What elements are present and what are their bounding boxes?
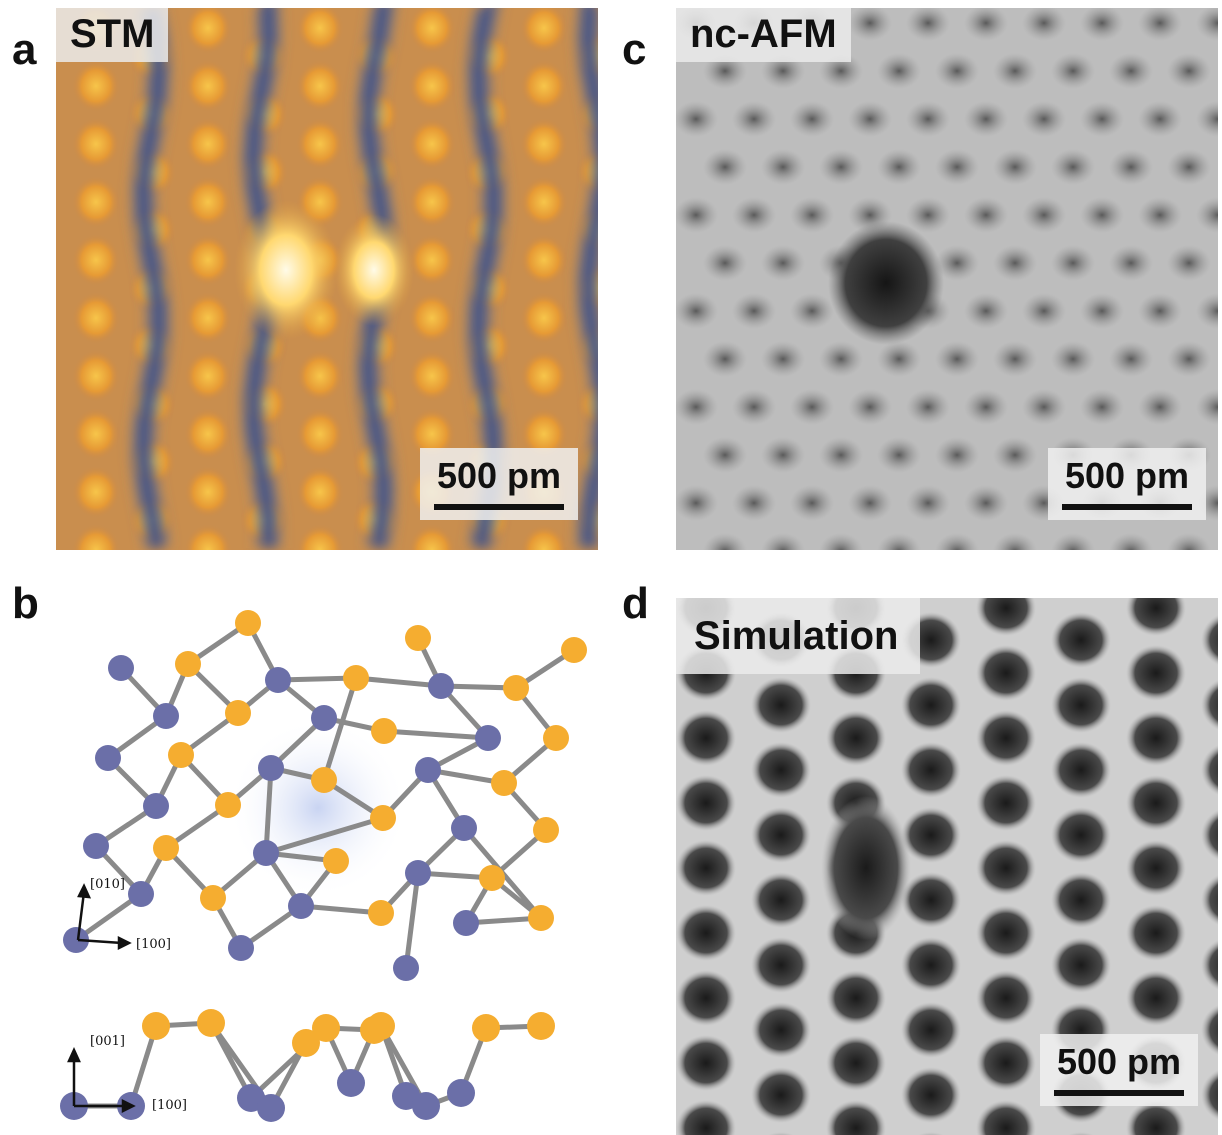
stm-scale-bar: 500 pm (420, 448, 578, 520)
panel-letter-d: d (622, 579, 649, 628)
simulation-image-panel: Simulation 500 pm (676, 598, 1218, 1135)
afm-scale-line (1062, 504, 1192, 510)
simulation-scale-line (1054, 1090, 1184, 1096)
side-axis-vertical-label: [001] (90, 1034, 125, 1049)
stm-scale-label: 500 pm (436, 455, 562, 496)
afm-label: nc-AFM (676, 8, 851, 62)
side-axis-horizontal-label: [100] (152, 1098, 187, 1113)
atomic-model (60, 610, 587, 1122)
simulation-scale-label: 500 pm (1056, 1041, 1182, 1082)
top-axis-horizontal-label: [100] (136, 937, 171, 952)
simulation-scale-bar: 500 pm (1040, 1034, 1198, 1106)
panel-letter-c: c (622, 25, 647, 74)
afm-scale-label: 500 pm (1064, 455, 1190, 496)
panel-letter-b: b (12, 579, 39, 628)
top-axis-vertical-label: [010] (90, 877, 125, 892)
stm-image-panel: STM 500 pm (56, 8, 598, 550)
stm-label: STM (56, 8, 169, 62)
atomic-model-panel: [010] [100] [001] [100] (56, 598, 616, 1135)
stm-scale-line (434, 504, 564, 510)
afm-scale-bar: 500 pm (1048, 448, 1206, 520)
panel-letter-a: a (12, 25, 37, 74)
side-view-axes (67, 1046, 136, 1114)
top-view-axes (76, 883, 132, 951)
afm-image-panel: nc-AFM 500 pm (676, 8, 1218, 550)
simulation-label: Simulation (676, 598, 921, 674)
